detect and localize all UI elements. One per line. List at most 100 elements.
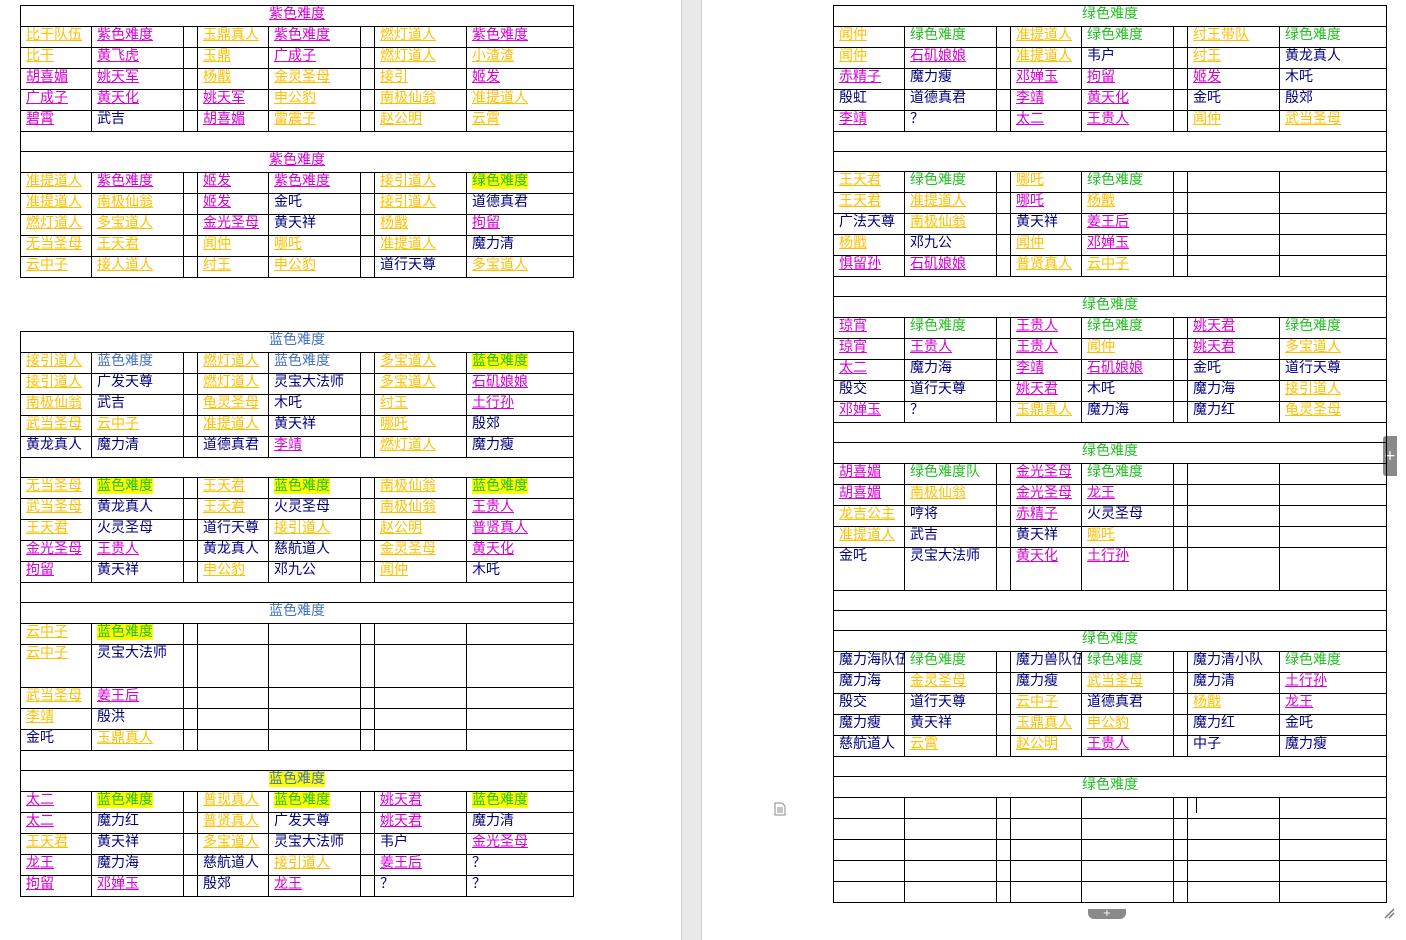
table-cell[interactable]: 燃灯道人 (20, 214, 92, 236)
spacer-cell[interactable] (1173, 255, 1188, 277)
table-cell[interactable]: 金吒 (1187, 359, 1280, 381)
table-cell[interactable]: 云霄 (904, 735, 997, 757)
spacer-cell[interactable] (1173, 547, 1188, 591)
table-cell[interactable]: 太二 (20, 812, 92, 834)
spacer-cell[interactable] (360, 47, 375, 69)
table-cell[interactable]: 武吉 (91, 394, 184, 416)
table-cell[interactable]: 玉鼎真人 (197, 26, 269, 48)
table-cell[interactable] (1279, 255, 1387, 277)
table-cell[interactable] (466, 708, 574, 730)
table-cell[interactable]: 魔力海 (904, 359, 997, 381)
table-cell[interactable]: 绿色难度 (1081, 171, 1174, 193)
table-cell[interactable]: 金光圣母 (197, 214, 269, 236)
spacer-cell[interactable] (996, 338, 1011, 360)
table-cell[interactable]: ？ (904, 401, 997, 423)
table-cell[interactable] (1187, 797, 1280, 819)
spacer-cell[interactable] (360, 214, 375, 236)
table-cell[interactable]: 南极仙翁 (20, 394, 92, 416)
spacer-cell[interactable] (360, 68, 375, 90)
spacer-cell[interactable] (183, 477, 198, 499)
table-cell[interactable]: 普贤真人 (197, 812, 269, 834)
table-cell[interactable]: 太二 (20, 791, 92, 813)
table-cell[interactable]: 魔力瘦 (466, 436, 574, 458)
table-cell[interactable]: ？ (466, 875, 574, 897)
table-cell[interactable]: 云霄 (466, 110, 574, 132)
table-cell[interactable]: 准提道人 (1010, 47, 1082, 69)
table-cell[interactable]: 燃灯道人 (197, 352, 269, 374)
spacer-cell[interactable] (360, 110, 375, 132)
spacer-cell[interactable] (996, 68, 1011, 90)
table-cell[interactable] (1081, 839, 1174, 861)
table-cell[interactable]: 金吒 (833, 547, 905, 591)
spacer-cell[interactable] (1173, 651, 1188, 673)
table-cell[interactable] (1010, 860, 1082, 882)
table-cell[interactable] (374, 687, 467, 709)
spacer-cell[interactable] (1173, 818, 1188, 840)
table-cell[interactable]: 魔力清 (91, 436, 184, 458)
spacer-cell[interactable] (1173, 171, 1188, 193)
spacer-cell[interactable] (1173, 68, 1188, 90)
table-cell[interactable]: 哪吒 (268, 235, 361, 257)
blank-row-cell[interactable] (833, 151, 1387, 172)
spacer-cell[interactable] (1173, 234, 1188, 256)
spacer-cell[interactable] (1173, 463, 1188, 485)
table-cell[interactable] (1279, 881, 1387, 903)
table-cell[interactable]: 多宝道人 (374, 352, 467, 374)
table-cell[interactable]: 王天君 (20, 519, 92, 541)
blank-row-cell[interactable] (833, 131, 1387, 152)
table-cell[interactable]: 比干 (20, 47, 92, 69)
table-cell[interactable]: 南极仙翁 (91, 193, 184, 215)
table-cell[interactable]: 灵宝大法师 (268, 373, 361, 395)
table-cell[interactable]: 石矶娘娘 (1081, 359, 1174, 381)
table-cell[interactable]: 比干队伍 (20, 26, 92, 48)
table-cell[interactable]: 魔力红 (1187, 714, 1280, 736)
table-cell[interactable]: 邓婵玉 (1010, 68, 1082, 90)
table-cell[interactable]: 绿色难度 (1081, 651, 1174, 673)
table-cell[interactable]: 黄天化 (1081, 89, 1174, 111)
table-cell[interactable] (466, 623, 574, 645)
table-cell[interactable]: 蓝色难度 (91, 352, 184, 374)
spacer-cell[interactable] (183, 436, 198, 458)
table-cell[interactable]: 紫色难度 (466, 26, 574, 48)
table-cell[interactable] (1187, 234, 1280, 256)
table-cell[interactable]: 接引道人 (268, 854, 361, 876)
table-cell[interactable]: 魔力瘦 (1010, 672, 1082, 694)
table-cell[interactable]: 邓九公 (268, 561, 361, 583)
table-cell[interactable]: 赤精子 (833, 68, 905, 90)
table-cell[interactable]: 拘留 (20, 875, 92, 897)
spacer-cell[interactable] (360, 791, 375, 813)
table-cell[interactable]: 小渣渣 (466, 47, 574, 69)
spacer-cell[interactable] (360, 172, 375, 194)
table-cell[interactable] (197, 729, 269, 751)
table-cell[interactable]: 龟灵圣母 (197, 394, 269, 416)
section-title[interactable]: 蓝色难度 (20, 770, 574, 792)
table-cell[interactable]: 燃灯道人 (374, 26, 467, 48)
table-cell[interactable]: 接引道人 (374, 172, 467, 194)
spacer-cell[interactable] (183, 687, 198, 709)
spacer-cell[interactable] (183, 47, 198, 69)
table-cell[interactable] (904, 797, 997, 819)
spacer-cell[interactable] (1173, 505, 1188, 527)
table-cell[interactable]: 雷震子 (268, 110, 361, 132)
spacer-cell[interactable] (1173, 714, 1188, 736)
table-cell[interactable]: 武吉 (904, 526, 997, 548)
table-cell[interactable]: 玉鼎真人 (91, 729, 184, 751)
table-cell[interactable]: 黄天祥 (268, 214, 361, 236)
table-cell[interactable]: 魔力瘦 (904, 68, 997, 90)
section-title[interactable]: 绿色难度 (833, 5, 1387, 27)
table-cell[interactable]: 广发天尊 (91, 373, 184, 395)
table-cell[interactable]: 金吒 (20, 729, 92, 751)
spacer-cell[interactable] (1173, 192, 1188, 214)
table-cell[interactable]: 道德真君 (1081, 693, 1174, 715)
spacer-cell[interactable] (183, 854, 198, 876)
table-cell[interactable]: 土行孙 (466, 394, 574, 416)
table-cell[interactable] (833, 797, 905, 819)
table-cell[interactable]: 殷虹 (833, 89, 905, 111)
spacer-cell[interactable] (183, 235, 198, 257)
spacer-cell[interactable] (996, 797, 1011, 819)
table-cell[interactable]: 闻仲 (833, 26, 905, 48)
table-cell[interactable]: 黄天化 (91, 89, 184, 111)
blank-row-cell[interactable] (20, 750, 574, 771)
table-cell[interactable]: 南极仙翁 (374, 89, 467, 111)
table-cell[interactable]: 哪吒 (1010, 171, 1082, 193)
